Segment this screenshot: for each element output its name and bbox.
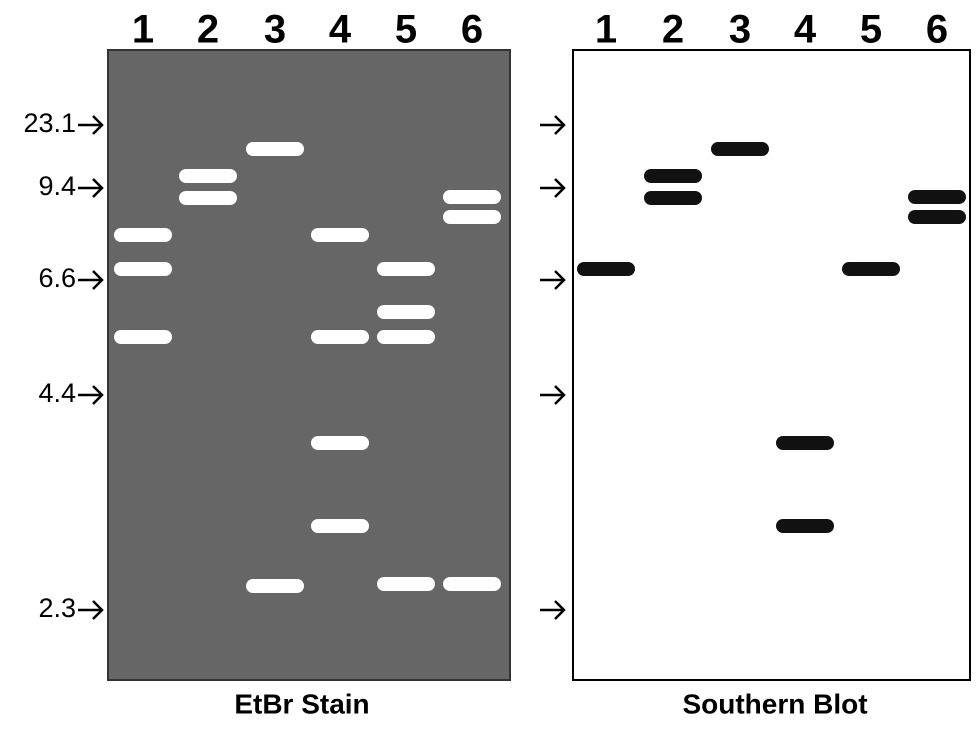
lane-label: 4 — [329, 8, 352, 52]
lane-label: 2 — [662, 8, 684, 52]
gel-band — [311, 228, 369, 242]
gel-band — [443, 190, 501, 204]
arrow — [540, 601, 564, 619]
right-caption: Southern Blot — [682, 688, 867, 719]
lane-label: 2 — [197, 8, 219, 52]
gel-band — [377, 305, 435, 319]
blot-band — [644, 169, 702, 183]
arrow — [540, 179, 564, 197]
marker-label: 9.4 — [38, 171, 76, 201]
gel-band — [377, 577, 435, 591]
lane-label: 3 — [729, 8, 751, 52]
lane-label: 6 — [461, 8, 483, 52]
lane-label: 1 — [595, 8, 617, 52]
gel-band — [179, 191, 237, 205]
gel-band — [114, 262, 172, 276]
gel-band — [311, 519, 369, 533]
blot-band — [776, 519, 834, 533]
blot-band — [644, 191, 702, 205]
lane-label: 1 — [132, 8, 154, 52]
marker-label: 2.3 — [38, 593, 76, 623]
arrow — [78, 386, 102, 404]
arrow — [540, 271, 564, 289]
blot-band — [908, 190, 966, 204]
marker-label: 23.1 — [23, 108, 76, 138]
blot-band — [842, 262, 900, 276]
arrow — [78, 601, 102, 619]
gel-band — [114, 228, 172, 242]
blot-membrane — [573, 50, 970, 680]
arrow — [78, 271, 102, 289]
gel-band — [179, 169, 237, 183]
marker-label: 6.6 — [38, 263, 76, 293]
gel-band — [311, 330, 369, 344]
lane-label: 4 — [794, 8, 817, 52]
blot-band — [908, 210, 966, 224]
gel-band — [443, 577, 501, 591]
lane-label: 3 — [264, 8, 286, 52]
figure: EtBr Stain Southern Blot 12345612345623.… — [0, 0, 976, 725]
gel-band — [246, 579, 304, 593]
marker-label: 4.4 — [38, 378, 76, 408]
lane-label: 6 — [926, 8, 948, 52]
gel-band — [377, 262, 435, 276]
gel-band — [246, 142, 304, 156]
lane-label: 5 — [395, 8, 417, 52]
arrow — [540, 386, 564, 404]
arrow — [78, 179, 102, 197]
gel-band — [443, 210, 501, 224]
gel-band — [311, 436, 369, 450]
blot-band — [776, 436, 834, 450]
blot-band — [711, 142, 769, 156]
blot-band — [577, 262, 635, 276]
gel-band — [114, 330, 172, 344]
arrow — [78, 116, 102, 134]
arrow — [540, 116, 564, 134]
left-caption: EtBr Stain — [234, 688, 369, 719]
gel-band — [377, 330, 435, 344]
lane-label: 5 — [860, 8, 882, 52]
